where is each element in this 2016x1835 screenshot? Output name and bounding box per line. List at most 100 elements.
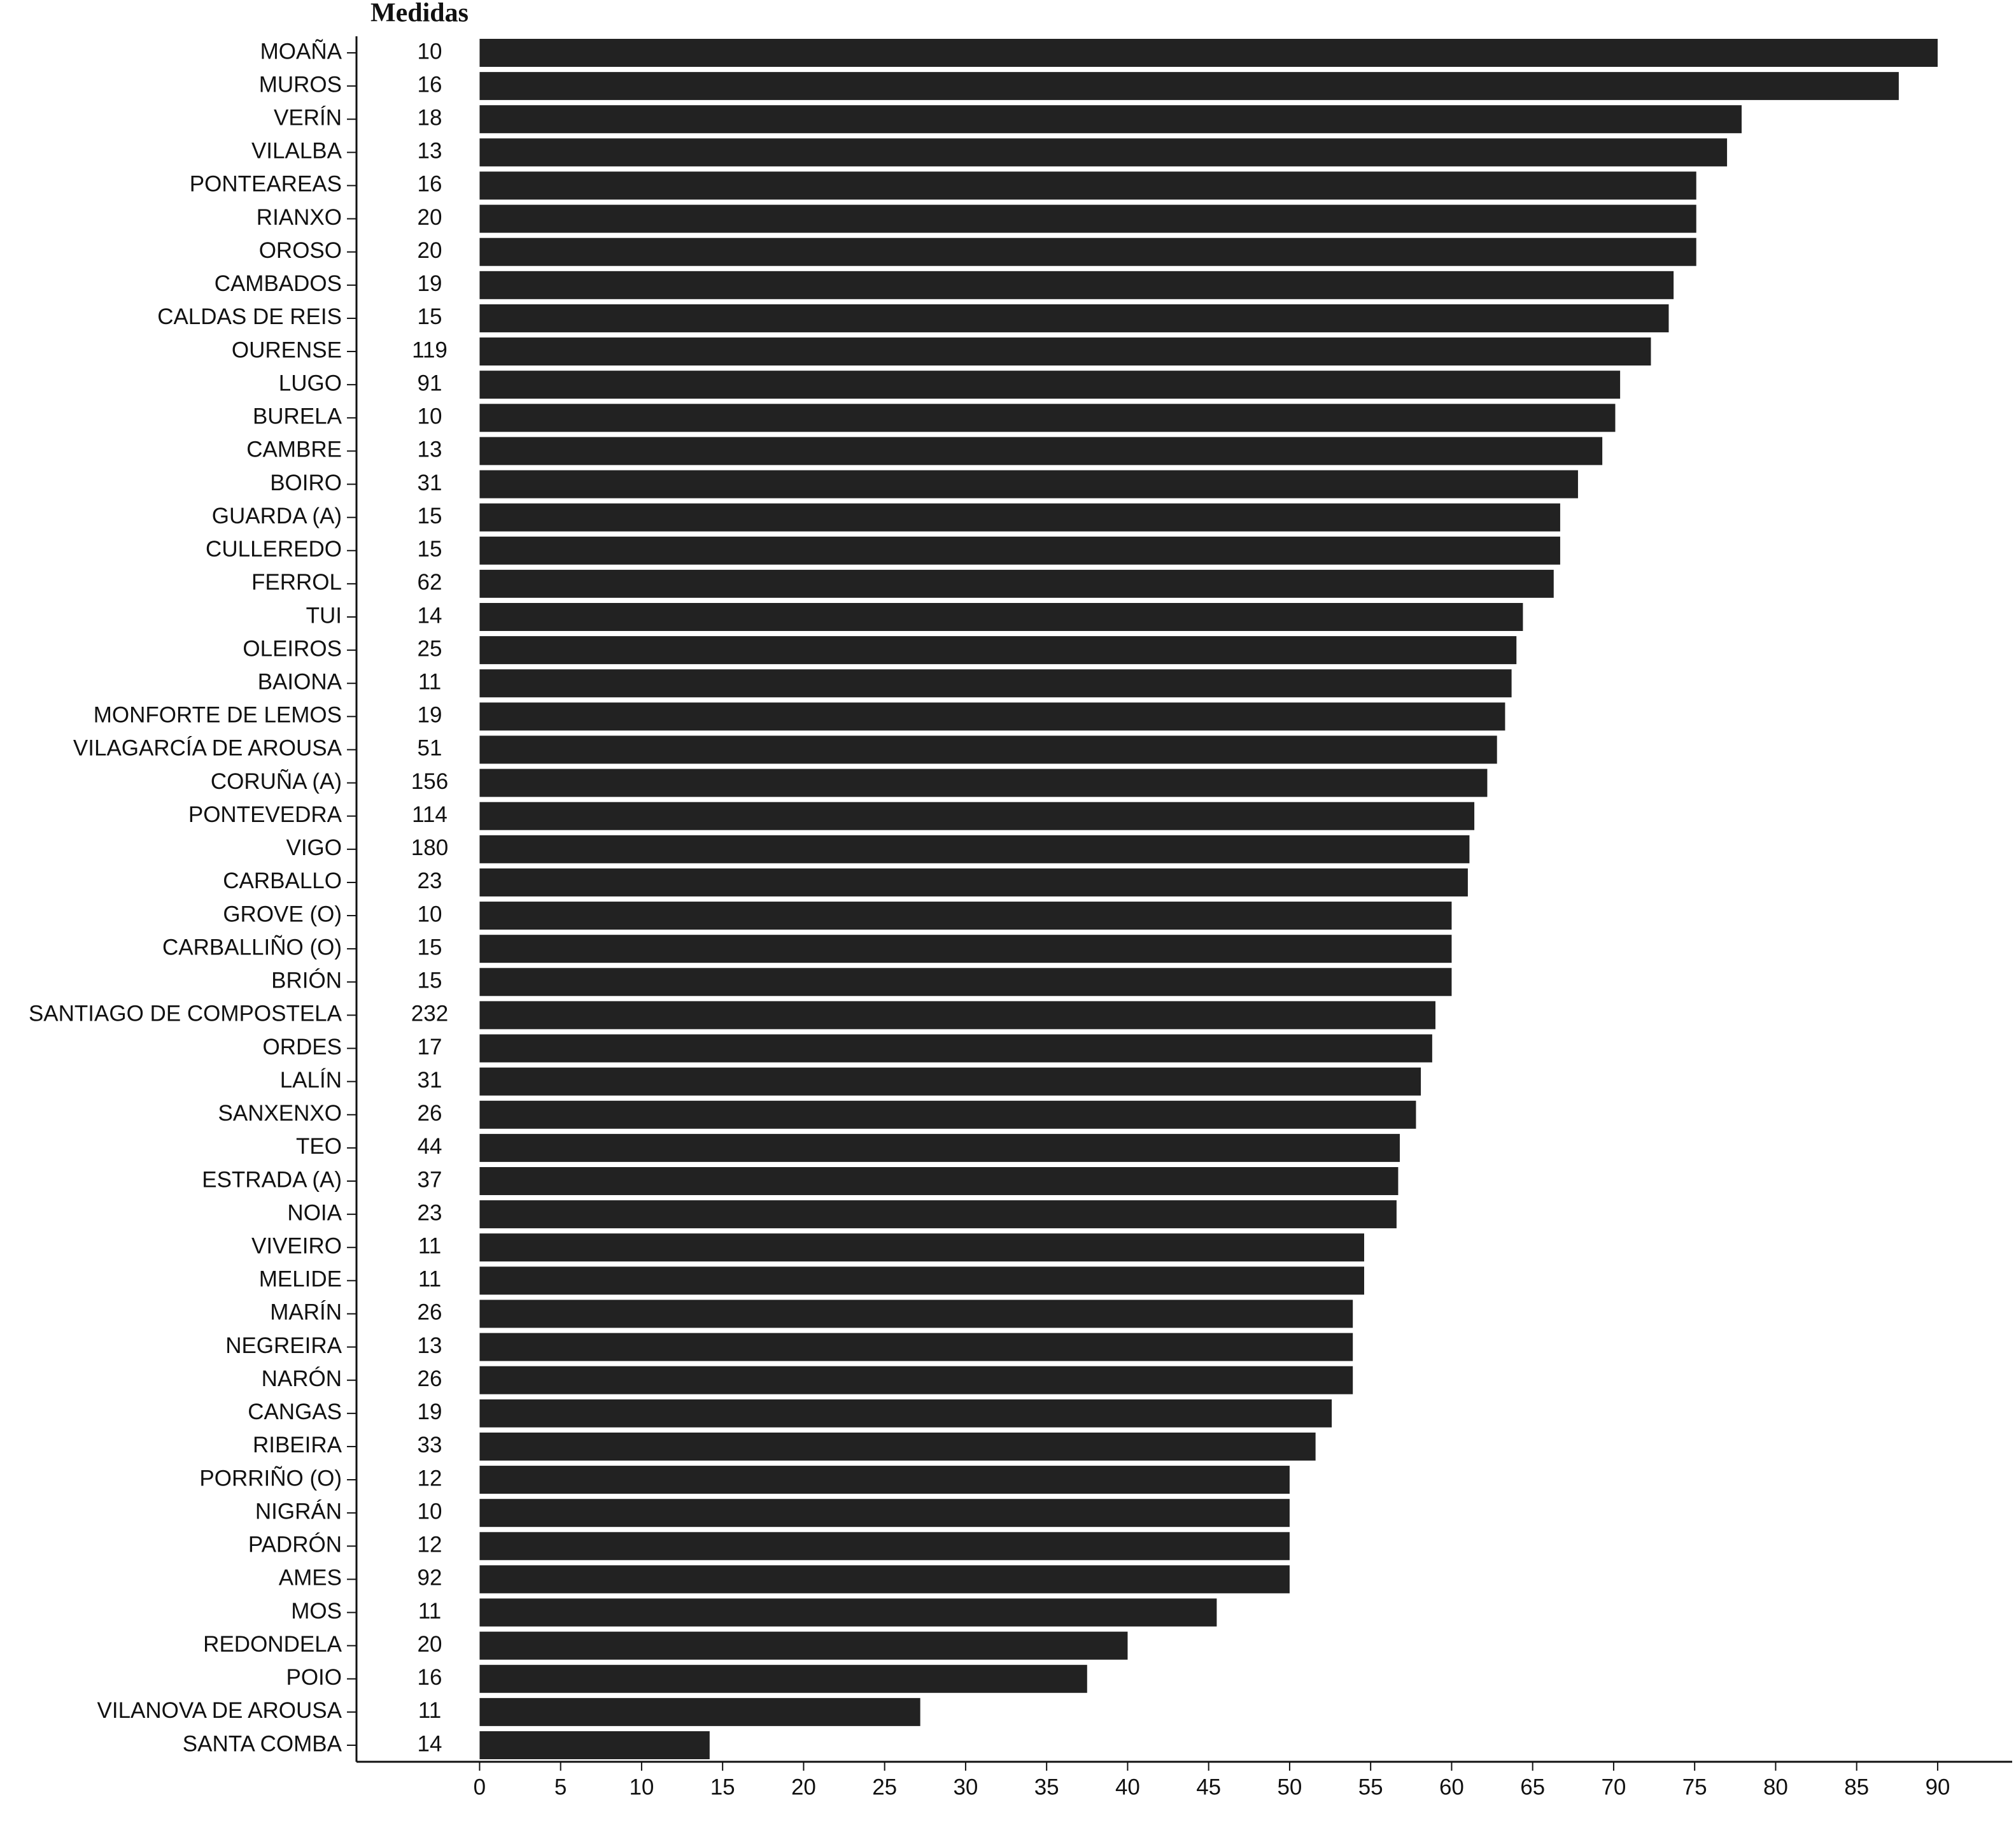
x-tick-label: 15	[710, 1775, 735, 1799]
bar	[479, 1697, 920, 1726]
y-tick-label: GROVE (O)	[223, 902, 342, 926]
count-label: 10	[418, 404, 442, 429]
bar	[479, 1034, 1432, 1063]
bar	[479, 171, 1696, 200]
y-tick-label: TEO	[296, 1134, 342, 1159]
bar	[479, 371, 1621, 399]
count-label: 23	[418, 868, 442, 893]
count-label: 31	[418, 471, 442, 495]
x-tick-label: 55	[1358, 1775, 1383, 1799]
y-tick-label: SANTA COMBA	[183, 1731, 342, 1756]
count-label: 12	[418, 1533, 442, 1557]
y-tick-label: TUI	[306, 603, 342, 628]
y-tick-label: ESTRADA (A)	[202, 1167, 342, 1192]
y-tick-label: SANXENXO	[218, 1101, 342, 1126]
y-tick-label: NOIA	[287, 1200, 342, 1225]
y-tick-label: CARBALLO	[223, 868, 342, 893]
count-label: 19	[418, 271, 442, 296]
y-tick-label: BAIONA	[258, 669, 342, 694]
bar	[479, 569, 1554, 598]
y-tick-label: VILAGARCÍA DE AROUSA	[73, 736, 342, 761]
bar	[479, 1067, 1421, 1096]
y-tick-label: GUARDA (A)	[212, 504, 342, 528]
count-label: 119	[412, 337, 448, 362]
count-label: 20	[418, 205, 442, 230]
count-label: 13	[418, 139, 442, 164]
x-tick-label: 70	[1601, 1775, 1626, 1799]
bar	[479, 1631, 1128, 1660]
y-tick-label: LUGO	[279, 371, 342, 395]
count-label: 25	[418, 636, 442, 661]
x-tick-label: 50	[1277, 1775, 1302, 1799]
bar	[479, 1001, 1435, 1030]
y-tick-label: BOIRO	[270, 471, 342, 495]
count-label: 16	[418, 72, 442, 97]
bar	[479, 835, 1470, 863]
bar	[479, 1300, 1353, 1328]
y-tick-label: MONFORTE DE LEMOS	[94, 703, 342, 728]
y-tick-label: AMES	[279, 1566, 342, 1591]
y-tick-label: CARBALLIÑO (O)	[162, 935, 342, 960]
count-label: 13	[418, 1333, 442, 1358]
count-label: 20	[418, 1632, 442, 1657]
y-tick-label: BRIÓN	[271, 968, 342, 993]
count-label: 26	[418, 1101, 442, 1126]
bar	[479, 437, 1603, 465]
y-tick-label: VIGO	[286, 835, 342, 860]
bar	[479, 503, 1560, 532]
x-tick-label: 0	[474, 1775, 486, 1799]
count-label: 17	[418, 1035, 442, 1059]
x-tick-label: 20	[791, 1775, 816, 1799]
count-label: 33	[418, 1433, 442, 1457]
bar	[479, 1664, 1087, 1693]
y-tick-label: CORUÑA (A)	[211, 769, 342, 794]
count-label: 26	[418, 1300, 442, 1325]
x-tick-label: 35	[1034, 1775, 1059, 1799]
y-tick-label: BURELA	[253, 404, 342, 429]
bar	[479, 1366, 1353, 1394]
y-tick-label: OROSO	[259, 238, 342, 263]
bar	[479, 603, 1523, 631]
bar	[479, 72, 1899, 101]
count-label: 44	[418, 1134, 442, 1159]
count-label: 14	[418, 603, 442, 628]
bar	[479, 1499, 1290, 1527]
count-label: 20	[418, 238, 442, 263]
x-tick-label: 25	[872, 1775, 897, 1799]
bar	[479, 1266, 1364, 1295]
bar	[479, 902, 1452, 930]
count-label: 11	[418, 1698, 441, 1723]
bar	[479, 536, 1560, 565]
y-tick-label: PONTEAREAS	[190, 172, 342, 197]
bar	[479, 868, 1468, 896]
x-tick-label: 5	[554, 1775, 567, 1799]
bar	[479, 204, 1696, 233]
y-tick-label: NIGRÁN	[255, 1499, 342, 1524]
y-tick-label: NARÓN	[262, 1366, 342, 1391]
count-label: 91	[418, 371, 442, 395]
bar	[479, 802, 1475, 830]
x-tick-label: 85	[1844, 1775, 1869, 1799]
y-tick-label: RIANXO	[257, 205, 342, 230]
count-label: 13	[418, 437, 442, 462]
x-tick-label: 65	[1520, 1775, 1545, 1799]
x-tick-label: 60	[1439, 1775, 1464, 1799]
bar	[479, 1100, 1416, 1129]
y-tick-label: PADRÓN	[248, 1533, 342, 1557]
y-tick-label: ORDES	[263, 1035, 342, 1059]
bar	[479, 669, 1512, 698]
bar	[479, 1532, 1290, 1561]
y-tick-label: PONTEVEDRA	[188, 802, 342, 827]
count-label: 11	[418, 669, 441, 694]
count-label: 19	[418, 1399, 442, 1424]
count-label: 18	[418, 105, 442, 130]
bar	[479, 968, 1452, 996]
bar	[479, 935, 1452, 963]
count-label: 15	[418, 968, 442, 993]
x-tick-label: 40	[1115, 1775, 1140, 1799]
count-header: Medidas	[370, 0, 469, 28]
y-tick-label: MUROS	[259, 72, 342, 97]
bar	[479, 304, 1669, 332]
count-label: 156	[411, 769, 448, 794]
count-label: 10	[418, 39, 442, 64]
